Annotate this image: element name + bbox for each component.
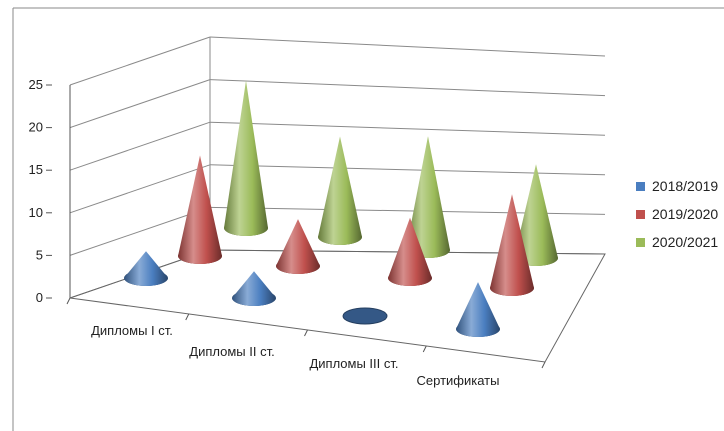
cone-2019-2020 <box>276 219 320 274</box>
y-tick-label: 10 <box>29 205 43 220</box>
legend-swatch <box>636 182 645 191</box>
chart-floor <box>69 249 606 363</box>
legend-swatch <box>636 210 645 219</box>
y-tick-label: 25 <box>29 77 43 92</box>
y-tick-label: 15 <box>29 162 43 177</box>
y-tick-label: 20 <box>29 120 43 135</box>
cone-2018-2019 <box>456 282 500 337</box>
category-label: Дипломы I ст. <box>91 323 173 338</box>
cone-2018-2019 <box>342 307 388 325</box>
legend-swatch <box>636 238 645 247</box>
category-label: Сертификаты <box>417 373 500 388</box>
category-label: Дипломы III ст. <box>309 356 398 371</box>
cone-2019-2020 <box>490 194 534 296</box>
category-label: Дипломы II ст. <box>189 344 274 359</box>
cone-2019-2020 <box>388 217 432 286</box>
cone-2020-2021 <box>318 136 362 245</box>
legend-label: 2019/2020 <box>652 206 718 222</box>
y-tick-label: 0 <box>36 290 43 305</box>
y-tick-label: 5 <box>36 247 43 262</box>
cone-2018-2019 <box>232 271 276 306</box>
legend-label: 2020/2021 <box>652 234 718 250</box>
cone-2020-2021 <box>224 80 268 236</box>
legend-label: 2018/2019 <box>652 178 718 194</box>
cone-2018-2019 <box>124 251 168 286</box>
cone-2019-2020 <box>178 155 222 264</box>
